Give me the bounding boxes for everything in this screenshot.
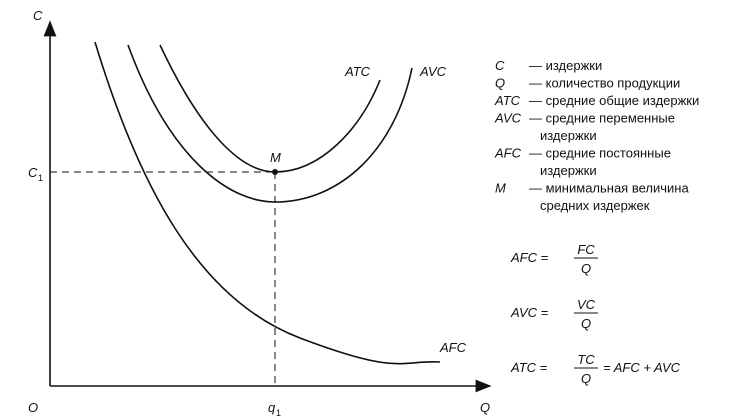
x-label: Q [480, 400, 490, 415]
legend-text: издержки [540, 163, 597, 178]
legend-text: — издержки [529, 58, 602, 73]
formula-num: VC [577, 297, 596, 312]
formula-num: FC [577, 242, 595, 257]
legend-text: — минимальная величина [529, 181, 689, 196]
legend-text: — средние переменные [529, 111, 675, 126]
atc-label: ATC [344, 64, 371, 79]
formula-lhs: AFC = [510, 250, 549, 265]
legend-symbol: M [495, 181, 506, 196]
legend-text: — средние общие издержки [529, 93, 699, 108]
c1-sub: 1 [38, 173, 43, 183]
legend-symbol: ATC [494, 93, 521, 108]
point-label: M [270, 150, 281, 165]
q1-label: q [268, 400, 276, 415]
formula-lhs: AVC = [510, 305, 549, 320]
formula-lhs: ATC = [510, 360, 548, 375]
y-label: C [33, 8, 43, 23]
c1-label: C [28, 165, 38, 180]
legend-text: средних издержек [540, 198, 650, 213]
legend-symbol: Q [495, 76, 505, 91]
legend: C — издержки Q — количество продукции ATC — с… [494, 58, 699, 213]
origin: O [28, 400, 38, 415]
afc-curve [94, 41, 441, 365]
legend-text: издержки [540, 128, 597, 143]
legend-symbol: AFC [494, 146, 522, 161]
formula-rhs: = AFC + AVC [603, 360, 681, 375]
avc-label: AVC [419, 64, 447, 79]
legend-symbol: AVC [494, 111, 522, 126]
formula-den: Q [581, 261, 591, 276]
formula-num: TC [577, 352, 595, 367]
formula-den: Q [581, 371, 591, 386]
legend-text: — количество продукции [529, 76, 680, 91]
afc-label: AFC [439, 340, 467, 355]
q1-sub: 1 [276, 408, 281, 418]
legend-text: — средние постоянные [529, 146, 671, 161]
legend-symbol: C [495, 58, 505, 73]
formulas: AFC = FC Q AVC = VC Q ATC = TC Q = AFC + AVC [510, 242, 681, 386]
point-m [272, 169, 278, 175]
avc-curve [127, 44, 413, 203]
formula-den: Q [581, 316, 591, 331]
